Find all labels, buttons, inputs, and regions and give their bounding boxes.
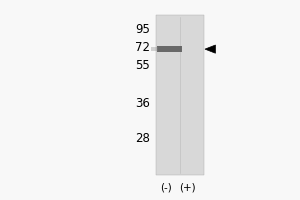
Text: 55: 55 xyxy=(135,59,150,72)
Bar xyxy=(156,15,203,175)
Bar xyxy=(157,46,182,52)
Bar xyxy=(151,47,158,51)
Text: 95: 95 xyxy=(135,23,150,36)
Text: (-): (-) xyxy=(160,183,172,193)
Text: 28: 28 xyxy=(135,132,150,145)
Polygon shape xyxy=(205,45,215,53)
Text: 36: 36 xyxy=(135,97,150,110)
Text: (+): (+) xyxy=(179,183,196,193)
Text: 72: 72 xyxy=(135,41,150,54)
